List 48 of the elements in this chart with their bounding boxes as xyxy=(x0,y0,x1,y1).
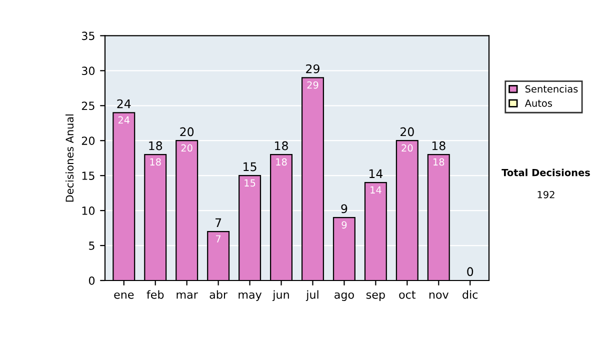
x-tick-label: sep xyxy=(366,292,385,301)
y-tick-label: 5 xyxy=(89,242,94,250)
total-label: 20 xyxy=(180,127,194,136)
y-tick-label: 25 xyxy=(82,102,94,110)
x-tick-label: nov xyxy=(429,292,449,299)
data-label: 18 xyxy=(276,158,287,166)
data-label: 24 xyxy=(118,116,130,124)
x-tick-label: ago xyxy=(334,292,354,301)
x-tick-label: mar xyxy=(176,292,198,299)
total-label: 18 xyxy=(149,141,162,150)
x-tick-label: jul xyxy=(306,290,318,301)
x-tick-label: abr xyxy=(210,290,228,299)
total-label: 24 xyxy=(117,99,131,108)
x-tick-label: ene xyxy=(114,292,134,299)
y-tick-label: 30 xyxy=(82,66,95,76)
data-label: 20 xyxy=(181,144,192,152)
total-label: 14 xyxy=(369,169,383,178)
data-label: 14 xyxy=(370,186,382,194)
total-label: 29 xyxy=(306,64,320,74)
legend-label: Autos xyxy=(524,100,552,107)
data-label: 20 xyxy=(402,144,413,152)
total-label: 7 xyxy=(216,218,222,227)
total-label: 0 xyxy=(467,267,474,276)
data-label: 9 xyxy=(342,221,347,229)
total-label: 20 xyxy=(400,127,414,136)
total-label: 15 xyxy=(244,162,256,172)
y-tick-label: 20 xyxy=(82,136,95,145)
x-tick-label: may xyxy=(238,292,262,301)
total-label: 18 xyxy=(432,141,446,150)
x-tick-label: jun xyxy=(272,290,289,301)
text: 192 xyxy=(538,190,554,198)
data-label: 18 xyxy=(150,158,161,166)
legend-label: Sentencias xyxy=(525,85,578,93)
data-label: 15 xyxy=(244,179,256,187)
x-tick-label: feb xyxy=(146,290,164,299)
x-tick-label: oct xyxy=(399,290,416,299)
y-tick-label: 0 xyxy=(88,276,95,285)
data-label: 18 xyxy=(434,158,444,166)
text: Total Decisiones xyxy=(502,168,590,176)
total-label: 18 xyxy=(275,141,288,150)
data-label: 29 xyxy=(307,81,318,89)
y-tick-label: 10 xyxy=(82,206,95,215)
y-tick-label: 35 xyxy=(82,32,94,40)
total-label: 9 xyxy=(341,204,348,214)
data-label: 7 xyxy=(216,235,221,242)
x-tick-label: dic xyxy=(462,290,478,299)
y-tick-label: 15 xyxy=(82,172,94,180)
y-axis-title: Decisiones Anual xyxy=(66,114,74,202)
